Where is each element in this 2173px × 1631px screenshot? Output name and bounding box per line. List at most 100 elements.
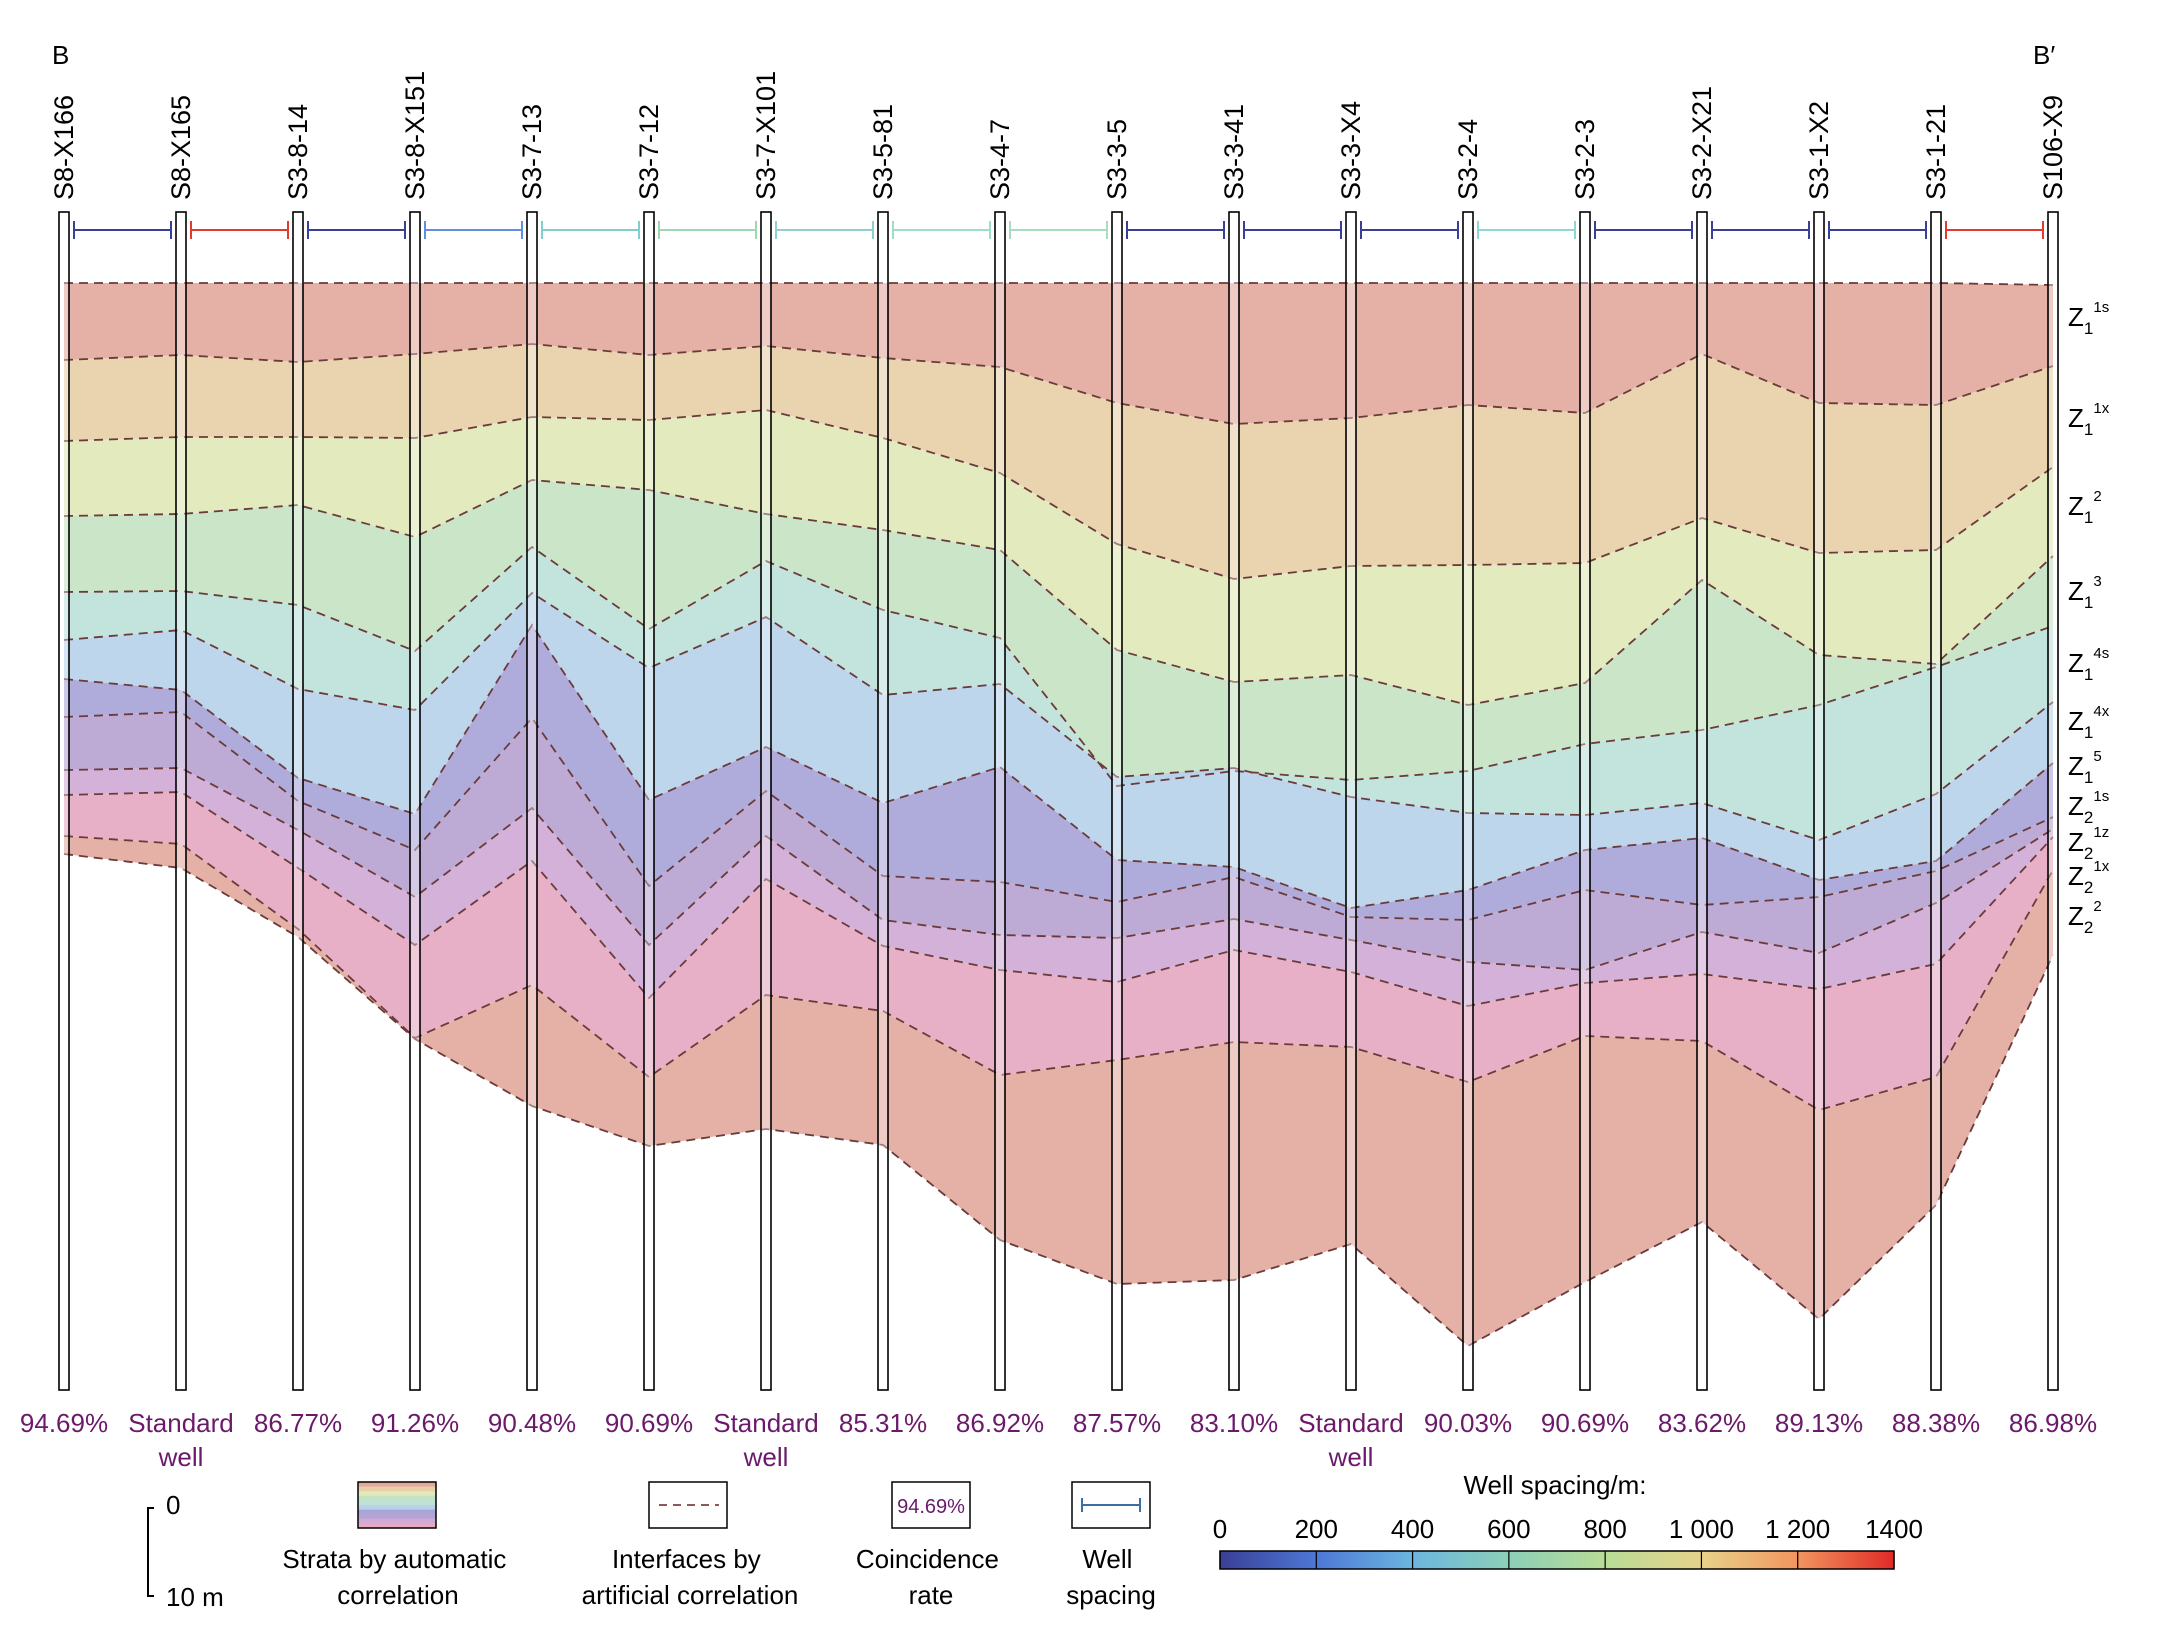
well-spacing-bar [424, 221, 523, 239]
well-spacing-bar [73, 221, 172, 239]
coincidence-rate: 90.03% [1424, 1408, 1512, 1438]
well-spacing-bars [73, 221, 2044, 239]
layer-label: Z12 [2068, 488, 2102, 527]
well-column [409, 211, 421, 1391]
svg-text:Well spacing: Well spacing [1066, 1544, 1156, 1610]
well-column [175, 211, 187, 1391]
stratum-fill [64, 547, 2053, 840]
well-spacing-bar [658, 221, 757, 239]
layer-label: Z11s [2068, 299, 2109, 338]
coincidence-rate: 90.69% [605, 1408, 693, 1438]
coincidence-rate: 86.98% [2009, 1408, 2097, 1438]
well-name-label: S3-7-12 [634, 104, 664, 200]
swatch-stripe [358, 1482, 436, 1487]
stratum-fill [64, 480, 2053, 786]
coincidence-rate: 85.31% [839, 1408, 927, 1438]
stratum-fill [64, 712, 2053, 970]
layer-label: Z14x [2068, 703, 2110, 742]
coincidence-rates: 94.69% Standard well 86.77% 91.26% 90.48% 90.6… [20, 1408, 2097, 1472]
well-name-label: S8-X166 [49, 95, 79, 200]
well-name-label: S3-7-13 [517, 104, 547, 200]
well-column [1228, 211, 1240, 1391]
svg-text:Strata by automatic co: Strata by automatic correlation [282, 1544, 513, 1610]
stratum-fill [64, 768, 2053, 1006]
well-columns [58, 211, 2059, 1391]
well-name-label: S3-2-X21 [1687, 86, 1717, 200]
colorbar-ticks: 0 200 400 600 800 1 000 1 200 1400 [1213, 1514, 1923, 1569]
coincidence-rate: 94.69% [20, 1408, 108, 1438]
layer-label: Z15 [2068, 748, 2102, 787]
well-column [292, 211, 304, 1391]
interface-lines [63, 282, 2054, 1348]
well-name-label: S3-2-3 [1570, 119, 1600, 200]
colorbar-tick-label: 600 [1487, 1514, 1530, 1544]
interface-line [63, 853, 2054, 1348]
well-column [58, 211, 70, 1391]
layer-label: Z21x [2068, 858, 2110, 897]
well-spacing-bar [1945, 221, 2044, 239]
swatch-stripe [358, 1514, 436, 1520]
well-spacing-bar [1477, 221, 1576, 239]
well-spacing-bar [307, 221, 406, 239]
interfaces-label-line2: artificial correlation [582, 1580, 799, 1610]
standard-well-label: Standard well [1298, 1408, 1404, 1472]
coincidence-rate: 91.26% [371, 1408, 459, 1438]
colorbar-title: Well spacing/m: [1463, 1470, 1646, 1500]
spacing-bar-icon [1081, 1498, 1141, 1512]
colorbar-tick-label: 200 [1295, 1514, 1338, 1544]
interface-line [63, 711, 2054, 921]
interface-line [64, 282, 2054, 286]
well-column [1930, 211, 1942, 1391]
layer-label: Z11x [2068, 400, 2110, 439]
well-column [1111, 211, 1123, 1391]
interface-line [63, 767, 2054, 971]
stratum-fill [64, 792, 2053, 1110]
well-column [760, 211, 772, 1391]
well-column [994, 211, 1006, 1391]
swatch-stripe [358, 1491, 436, 1497]
colorbar [1219, 1550, 1895, 1570]
colorbar-tick-label: 1 200 [1765, 1514, 1830, 1544]
stratum-fill [64, 625, 2053, 920]
well-name-label: S3-1-X2 [1804, 101, 1834, 200]
swatch-stripe [358, 1486, 436, 1492]
well-column [1462, 211, 1474, 1391]
legend-rate: 94.69% Coincidence rate [856, 1481, 1006, 1610]
coincidence-rate: 88.38% [1892, 1408, 1980, 1438]
colorbar-tick-label: 400 [1391, 1514, 1434, 1544]
colorbar-tick-label: 1400 [1865, 1514, 1923, 1544]
coincidence-rate: 83.62% [1658, 1408, 1746, 1438]
interface-line [63, 835, 2054, 1111]
stratum-fill [64, 836, 2053, 1346]
interfaces-label-line1: Interfaces by [612, 1544, 761, 1574]
coincidence-rate: 90.69% [1541, 1408, 1629, 1438]
stratum-fill [64, 593, 2053, 908]
spacing-label-line1: Well [1082, 1544, 1132, 1574]
well-spacing-bar [892, 221, 991, 239]
well-column [2047, 211, 2059, 1391]
scale-bar: 0 10 m [147, 1490, 224, 1612]
scale-bottom-label: 10 m [166, 1582, 224, 1612]
scale-top-label: 0 [166, 1490, 180, 1520]
interface-line [63, 791, 2054, 1007]
standard-well-label: Standard well [128, 1408, 234, 1472]
legend: 0 10 m Strata by automatic correlation I… [147, 1470, 1923, 1612]
strata-layers [64, 283, 2053, 1346]
layer-label: Z13 [2068, 573, 2102, 612]
svg-text:Coincidence rate: Coincidence rate [856, 1544, 1006, 1610]
layer-label: Z21s [2068, 788, 2109, 827]
legend-colorbar: Well spacing/m: 0 200 400 600 800 1 000 1 200 1… [1213, 1470, 1923, 1570]
well-column [877, 211, 889, 1391]
swatch-stripe [358, 1523, 436, 1529]
legend-interfaces: Interfaces by artificial correlation [582, 1481, 799, 1610]
legend-strata: Strata by automatic correlation [282, 1481, 513, 1610]
colorbar-tick-label: 1 000 [1669, 1514, 1734, 1544]
well-name-label: S8-X165 [166, 95, 196, 200]
stratum-fill [64, 410, 2053, 705]
swatch-stripe [358, 1500, 436, 1506]
swatch-stripe [358, 1518, 436, 1524]
standard-well-label: Standard well [713, 1408, 819, 1472]
well-spacing-bar [1009, 221, 1108, 239]
